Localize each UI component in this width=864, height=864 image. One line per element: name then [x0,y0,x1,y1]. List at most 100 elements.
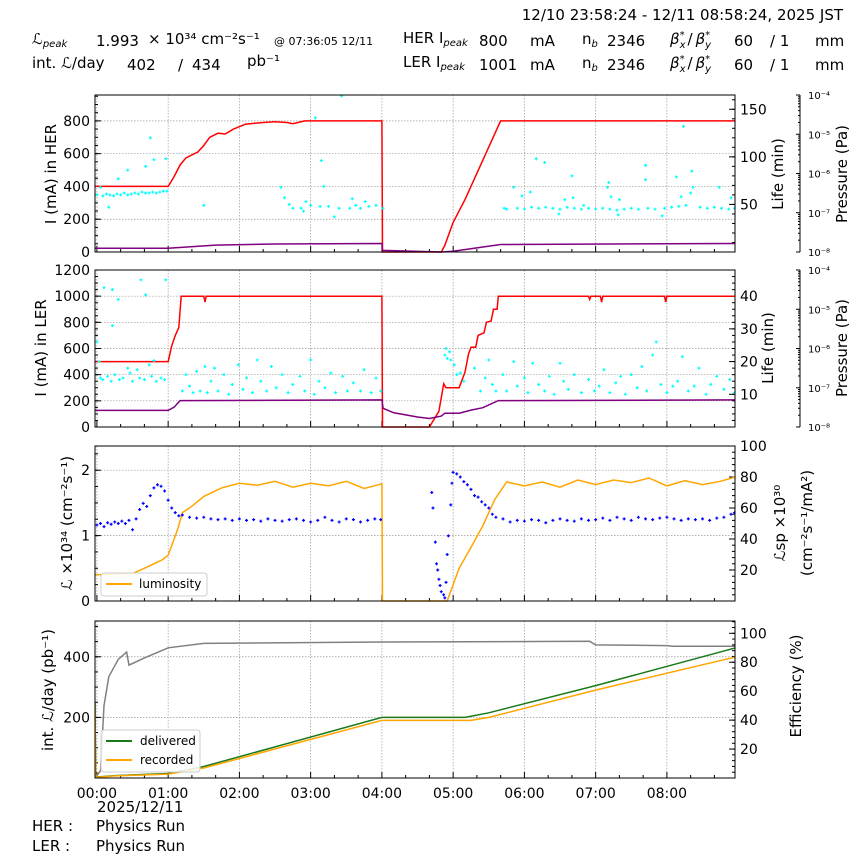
lifetime-point [597,384,601,388]
specific-luminosity-point [287,518,291,522]
lifetime-point [140,190,144,194]
specific-luminosity-point [438,584,442,587]
lifetime-point [269,364,273,368]
current-line [95,295,735,428]
ler-unit: mA [530,56,556,74]
pressure-tick-label: 10⁻⁸ [808,423,830,434]
lifetime-point [552,392,556,396]
right-tick-label: 80 [740,470,758,486]
specific-luminosity-point [522,519,526,523]
lifetime-point [164,278,168,282]
lifetime-point [551,206,555,210]
pressure-tick-label: 10⁻⁸ [808,248,830,259]
specific-luminosity-point [451,470,455,474]
b2: * [680,30,685,41]
lifetime-point [354,203,358,207]
x-tick-label: 01:00 [148,786,188,802]
lifetime-point [607,181,611,185]
pressure-line [95,242,735,253]
lifetime-point [116,177,120,181]
lifetime-point [152,158,156,162]
b5: β [695,54,706,72]
b7: y [704,40,712,51]
lifetime-point [222,373,226,377]
lifetime-point [671,384,675,388]
pressure-tick-label: 10⁻⁴ [808,266,830,277]
lifetime-point [188,384,192,388]
lifetime-point [473,366,477,370]
lifetime-point [728,378,732,382]
lifetime-point [445,356,449,360]
ler-nb-label: nb [582,54,598,74]
lifetime-point [136,192,140,196]
lifetime-point [644,178,648,182]
specific-luminosity-point [439,590,443,594]
lifetime-point [558,361,562,365]
specific-luminosity-point [366,518,370,522]
lifetime-point [283,196,287,200]
lifetime-point [537,382,541,386]
y-tick-label: 2 [81,463,90,479]
lifetime-point [582,203,586,207]
lifetime-point [512,360,516,364]
right-tick-label: 100 [740,439,767,455]
specific-luminosity-point [223,517,227,521]
x-tick-label: 06:00 [504,786,544,802]
lifetime-point [636,207,640,211]
lifetime-point [341,374,345,378]
specific-luminosity-point [587,518,591,522]
lifetime-point [304,200,308,204]
y-tick-label: 200 [63,212,90,228]
y-tick-label: 0 [81,420,90,436]
ler-series [95,278,735,428]
lifetime-point [720,206,724,210]
ler-beta-label: β* x / β* y [669,54,712,75]
her-current-axis-label: I (mA) in HER [42,124,60,224]
lifetime-point [205,391,209,395]
lifetime-point [654,340,658,344]
intlumi-series [95,640,735,779]
specific-luminosity-point [508,520,512,524]
lifetime-point [448,350,452,354]
specific-luminosity-point [170,506,174,510]
lifetime-point [684,203,688,207]
lifetime-point [312,392,316,396]
intl-unit: pb⁻¹ [247,52,280,70]
lifetime-point [381,206,385,210]
b4: / [688,30,694,48]
b7: y [704,64,712,75]
specific-luminosity-point [480,500,484,504]
specific-luminosity-point [629,518,633,522]
date-label: 2025/12/11 [97,798,183,816]
legend-label-luminosity: luminosity [139,577,201,591]
lifetime-point [128,371,132,375]
lifetime-point [505,207,509,211]
her-nb: 2346 [607,32,645,50]
lifetime-point [351,381,355,385]
lifetime-point [122,191,126,195]
specific-luminosity-point [359,520,363,524]
specific-luminosity-point [141,501,145,505]
her-label: HER I [403,29,443,47]
lifetime-point [154,379,158,383]
lifetime-point [606,185,610,189]
lifetime-point [131,379,135,383]
lifetime-point [313,116,317,120]
specific-luminosity-point [230,518,234,522]
lifetime-point [704,392,708,396]
specific-luminosity-point [102,525,106,529]
lifetime-point [502,206,506,210]
her-nb-n: n [582,30,592,48]
lumi-legend: luminosity [100,572,208,597]
lifetime-point [709,382,713,386]
lumi-panel: 0 1 2 20 40 60 80 100 [81,439,767,610]
lifetime-point [110,324,114,328]
lifetime-point [150,374,154,378]
her-beta-x: 60 [734,32,753,50]
lifetime-point [692,384,696,388]
lifetime-point [265,389,269,393]
specific-luminosity-point [458,475,462,479]
her-beam-info: HER Ipeak 800 mA nb 2346 β* x / β* y 60 / 1 … [403,29,844,51]
lifetime-point [119,193,123,197]
lifetime-point [558,207,562,211]
